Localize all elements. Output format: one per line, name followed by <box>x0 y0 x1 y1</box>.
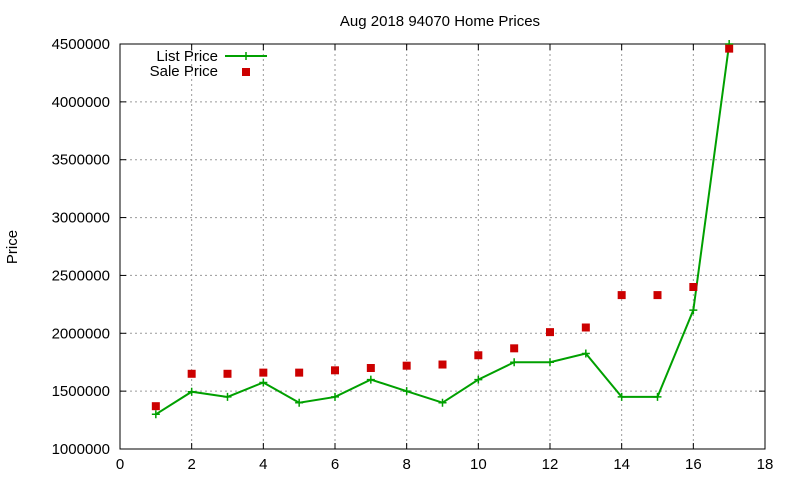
y-tick-label: 4000000 <box>52 94 110 111</box>
list-price-point <box>689 306 698 315</box>
axis-ticks: 0 2 4 6 8 10 12 14 16 18 1000000 1500000 2000000 2500… <box>52 36 774 473</box>
sale-price-point <box>510 344 519 353</box>
list-price-point <box>581 349 590 358</box>
y-tick-label: 3500000 <box>52 152 110 169</box>
sale-price-point <box>366 364 375 372</box>
list-price-line <box>155 43 731 416</box>
y-tick-label: 3000000 <box>52 210 110 227</box>
list-price-point <box>295 398 304 407</box>
sale-price-point <box>653 291 662 300</box>
list-price-point <box>510 358 519 367</box>
plot-frame <box>119 43 766 450</box>
x-tick-label: 16 <box>685 456 702 473</box>
sale-price-point <box>331 366 339 375</box>
sale-price-point <box>223 369 232 378</box>
list-price-point <box>617 392 626 401</box>
sale-price-point <box>725 44 734 53</box>
x-tick-label: 2 <box>187 456 195 473</box>
y-tick-label: 2500000 <box>52 267 110 284</box>
sale-price-point <box>438 360 447 369</box>
sale-price-point <box>474 351 483 360</box>
chart-title: Aug 2018 94070 Home Prices <box>340 13 540 30</box>
y-tick-label: 2000000 <box>52 325 110 342</box>
list-price-point <box>223 392 232 401</box>
list-price-point <box>366 375 375 384</box>
sale-price-point <box>617 291 626 300</box>
x-tick-label: 18 <box>757 456 774 473</box>
sale-price-point <box>151 402 160 411</box>
x-tick-label: 4 <box>259 456 267 473</box>
list-price-point <box>474 375 483 384</box>
legend-marker-list-price <box>242 52 250 60</box>
legend-label-sale-price: Sale Price <box>150 63 218 80</box>
list-price-point <box>546 358 554 367</box>
sale-price-point <box>402 361 411 370</box>
list-price-point <box>187 387 196 396</box>
series <box>151 40 734 419</box>
x-tick-label: 14 <box>613 456 630 473</box>
y-tick-label: 4500000 <box>52 36 110 53</box>
list-price-point <box>259 378 268 387</box>
y-tick-label: 1500000 <box>52 383 110 400</box>
list-price-point <box>151 410 160 419</box>
sale-price-point <box>295 368 304 377</box>
x-tick-label: 12 <box>542 456 559 473</box>
list-price-point <box>402 387 411 396</box>
list-price-point <box>331 392 339 401</box>
x-tick-label: 6 <box>331 456 339 473</box>
y-axis-label: Price <box>4 230 21 264</box>
sale-price-point <box>689 283 698 291</box>
y-tick-label: 1000000 <box>52 441 110 458</box>
sale-price-point <box>546 328 554 337</box>
sale-price-point <box>187 369 196 378</box>
sale-price-point <box>581 323 590 332</box>
grid <box>120 44 765 449</box>
legend-label-list-price: List Price <box>156 48 218 65</box>
list-price-point <box>438 398 447 407</box>
list-price-point <box>653 392 662 401</box>
x-tick-label: 10 <box>470 456 487 473</box>
x-tick-label: 0 <box>116 456 124 473</box>
sale-price-point <box>259 368 268 377</box>
x-tick-label: 8 <box>402 456 410 473</box>
legend-swatch-sale-price <box>242 68 250 76</box>
